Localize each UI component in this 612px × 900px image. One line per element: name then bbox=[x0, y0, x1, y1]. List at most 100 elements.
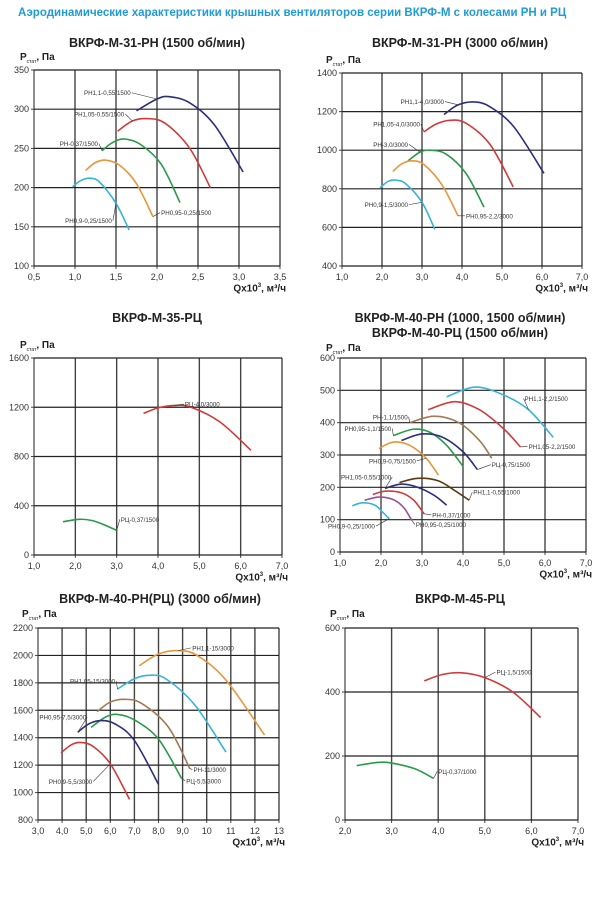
series-leader-line bbox=[77, 716, 88, 733]
x-tick-label: 8,0 bbox=[152, 826, 165, 836]
x-axis-label: Qx103, м³/ч bbox=[539, 569, 592, 581]
series-curve bbox=[117, 674, 227, 753]
y-tick-label: 600 bbox=[325, 623, 340, 633]
x-axis-label: Qx103, м³/ч bbox=[233, 283, 286, 295]
series-leader-line bbox=[384, 476, 393, 489]
series-label: РН1,05-0,55/1000 bbox=[341, 474, 392, 481]
series-label: РН-3,0/3000 bbox=[373, 142, 408, 149]
x-tick-label: 2,0 bbox=[339, 826, 352, 836]
x-tick-label: 5,0 bbox=[496, 272, 509, 282]
x-tick-label: 2,5 bbox=[192, 272, 205, 282]
series-leader-line bbox=[408, 416, 410, 423]
x-tick-label: 6,0 bbox=[536, 272, 549, 282]
series-curve bbox=[60, 741, 131, 800]
x-tick-label: 1,0 bbox=[334, 558, 347, 568]
series-leader-line bbox=[424, 513, 432, 516]
series-curve bbox=[136, 95, 244, 173]
y-tick-label: 1600 bbox=[9, 353, 29, 363]
series-label: РН0,9-5,5/3000 bbox=[49, 779, 93, 786]
series-curve bbox=[401, 433, 478, 471]
x-tick-label: 1,0 bbox=[69, 272, 82, 282]
series-leader-line bbox=[98, 143, 103, 151]
series-curve bbox=[62, 518, 117, 532]
y-tick-label: 1400 bbox=[13, 733, 33, 743]
x-tick-label: 1,0 bbox=[28, 561, 41, 571]
series-curve bbox=[143, 404, 252, 451]
x-tick-label: 2,0 bbox=[376, 272, 389, 282]
series-label: РЦ-0,75/1500 bbox=[492, 462, 531, 469]
chart-3: 1,0 2,0 3,0 4,0 5,0 6,0 7,0 0 400 800 1200 1600 РЦ-4… bbox=[9, 353, 288, 571]
chart-title-2: ВКРФ-М-31-РН (3000 об/мин) bbox=[371, 36, 549, 50]
y-tick-label: 1800 bbox=[13, 678, 33, 688]
y-tick-label: 200 bbox=[14, 183, 29, 193]
series-label: РН1,05-2,2/1500 bbox=[529, 444, 576, 451]
series-leader-line bbox=[416, 457, 427, 462]
y-tick-label: 300 bbox=[14, 104, 29, 114]
series-leader-line bbox=[477, 464, 491, 470]
y-tick-label: 800 bbox=[14, 452, 29, 462]
series-curve bbox=[117, 117, 212, 188]
page-title: Аэродинамические характеристики крышных … bbox=[18, 7, 567, 19]
series-label: РН-1,1/1500 bbox=[373, 414, 408, 421]
series-label: РН-0,37/1000 bbox=[432, 512, 471, 519]
series-label: РН1,1-15/3000 bbox=[192, 645, 234, 652]
x-tick-label: 4,0 bbox=[152, 561, 165, 571]
x-tick-label: 0,5 bbox=[28, 272, 41, 282]
series-leader-line bbox=[112, 203, 117, 221]
y-tick-label: 1200 bbox=[13, 760, 33, 770]
x-tick-label: 7,0 bbox=[276, 561, 289, 571]
series-label: РН0,95-2,2/3000 bbox=[466, 213, 513, 220]
series-curve bbox=[364, 496, 413, 521]
x-tick-label: 3,0 bbox=[233, 272, 246, 282]
x-tick-label: 11 bbox=[226, 826, 235, 836]
series-curve bbox=[423, 119, 514, 188]
y-tick-label: 400 bbox=[325, 687, 340, 697]
x-axis-label: Qx103, м³/ч bbox=[535, 283, 588, 295]
series-label: РН-0,37/1500 bbox=[60, 141, 99, 148]
x-tick-label: 2,0 bbox=[151, 272, 164, 282]
x-tick-label: 10 bbox=[202, 826, 212, 836]
chart-title-4: ВКРФ-М-40-РН (1000, 1500 об/мин) bbox=[354, 311, 566, 325]
y-axis-label: Pстат, Па bbox=[20, 52, 55, 65]
x-tick-label: 4,0 bbox=[456, 272, 469, 282]
x-axis-label: Qx103, м³/ч bbox=[235, 572, 288, 584]
series-label: РН0,9-0,25/1000 bbox=[328, 524, 375, 531]
x-tick-label: 4,0 bbox=[457, 558, 470, 568]
chart-title-5: ВКРФ-М-40-РН(РЦ) (3000 об/мин) bbox=[59, 592, 261, 606]
series-label: РЦ-0,37/1500 bbox=[121, 517, 160, 524]
y-tick-label: 2000 bbox=[13, 650, 33, 660]
series-curve bbox=[427, 400, 521, 448]
series-leader-line bbox=[131, 92, 158, 100]
x-tick-label: 3,0 bbox=[110, 561, 123, 571]
series-curve bbox=[384, 483, 448, 506]
y-tick-label: 800 bbox=[322, 184, 337, 194]
series-curve bbox=[379, 179, 436, 230]
y-tick-label: 350 bbox=[14, 65, 29, 75]
chart-2: 1,0 2,0 3,0 4,0 5,0 6,0 7,0 400 600 800 1000 1200 14… bbox=[317, 68, 588, 282]
x-axis-label: Qx103, м³/ч bbox=[531, 837, 584, 849]
chart-title-6: ВКРФ-М-45-РЦ bbox=[415, 592, 505, 606]
series-curve bbox=[138, 649, 266, 736]
x-tick-label: 2,0 bbox=[69, 561, 82, 571]
series-leader-line bbox=[391, 428, 394, 436]
series-leader-line bbox=[181, 777, 186, 782]
x-tick-label: 3,0 bbox=[32, 826, 45, 836]
series-curve bbox=[407, 149, 485, 208]
y-tick-label: 1000 bbox=[13, 788, 33, 798]
series-curve bbox=[392, 160, 459, 217]
series-curve bbox=[85, 159, 154, 217]
y-tick-label: 1200 bbox=[9, 402, 29, 412]
x-tick-label: 4,0 bbox=[56, 826, 69, 836]
x-tick-label: 3,0 bbox=[385, 826, 398, 836]
series-label: РН0,95-1,1/1500 bbox=[344, 426, 391, 433]
y-tick-label: 800 bbox=[18, 815, 33, 825]
series-leader-line bbox=[433, 771, 438, 779]
series-curve bbox=[356, 761, 434, 780]
y-tick-label: 1000 bbox=[317, 145, 337, 155]
series-curve bbox=[90, 713, 183, 779]
series-leader-line bbox=[468, 492, 473, 501]
series-leader-line bbox=[444, 101, 459, 106]
series-leader-line bbox=[115, 680, 118, 690]
y-axis-label: Pстат, Па bbox=[326, 55, 361, 68]
